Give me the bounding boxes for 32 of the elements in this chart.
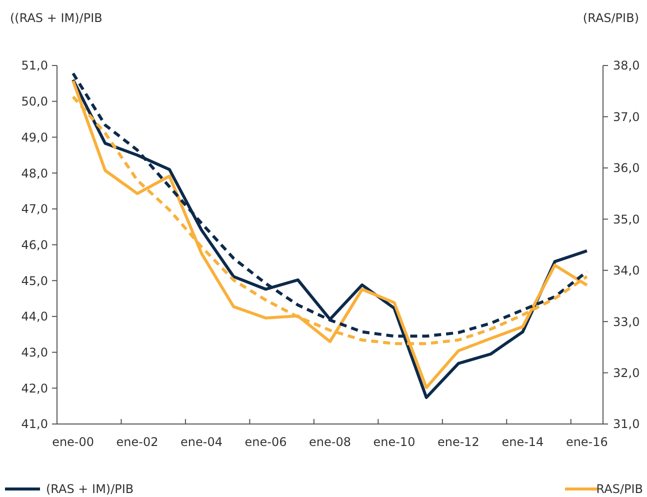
y2-tick-label: 32,0: [613, 366, 640, 380]
x-tick-label: ene-14: [502, 435, 544, 449]
x-tick-label: ene-10: [373, 435, 416, 449]
x-tick-label: ene-12: [437, 435, 480, 449]
y-tick-label: 43,0: [21, 346, 48, 360]
y-tick-label: 47,0: [21, 202, 48, 216]
y-tick-label: 45,0: [21, 274, 48, 288]
y-tick-label: 50,0: [21, 94, 48, 109]
y2-tick-label: 31,0: [613, 417, 640, 432]
y2-tick-label: 37,0: [613, 110, 640, 124]
y-tick-label: 51,0: [21, 58, 48, 73]
x-tick-label: ene-04: [180, 435, 223, 449]
y-tick-label: 48,0: [21, 166, 48, 180]
y-tick-label: 44,0: [21, 310, 48, 324]
y2-tick-label: 34,0: [613, 264, 640, 278]
x-tick-label: ene-16: [566, 435, 608, 449]
y-tick-label: 46,0: [21, 238, 48, 252]
x-tick-label: ene-00: [52, 435, 94, 449]
y2-tick-label: 36,0: [613, 161, 640, 176]
y-tick-label: 42,0: [21, 381, 48, 396]
y-tick-label: 41,0: [21, 417, 48, 432]
y2-tick-label: 33,0: [613, 314, 640, 329]
y-tick-label: 49,0: [21, 130, 48, 144]
y2-axis-title: (RAS/PIB): [582, 11, 639, 25]
y2-tick-label: 35,0: [613, 212, 640, 226]
x-tick-label: ene-02: [116, 435, 158, 449]
y2-tick-label: 38,0: [613, 58, 640, 73]
y-axis-title: ((RAS + IM)/PIB: [10, 11, 102, 25]
x-tick-label: ene-06: [244, 435, 287, 449]
legend-label: (RAS + IM)/PIB: [46, 482, 134, 496]
legend-label: RAS/PIB: [596, 482, 643, 496]
x-tick-label: ene-08: [309, 435, 351, 449]
